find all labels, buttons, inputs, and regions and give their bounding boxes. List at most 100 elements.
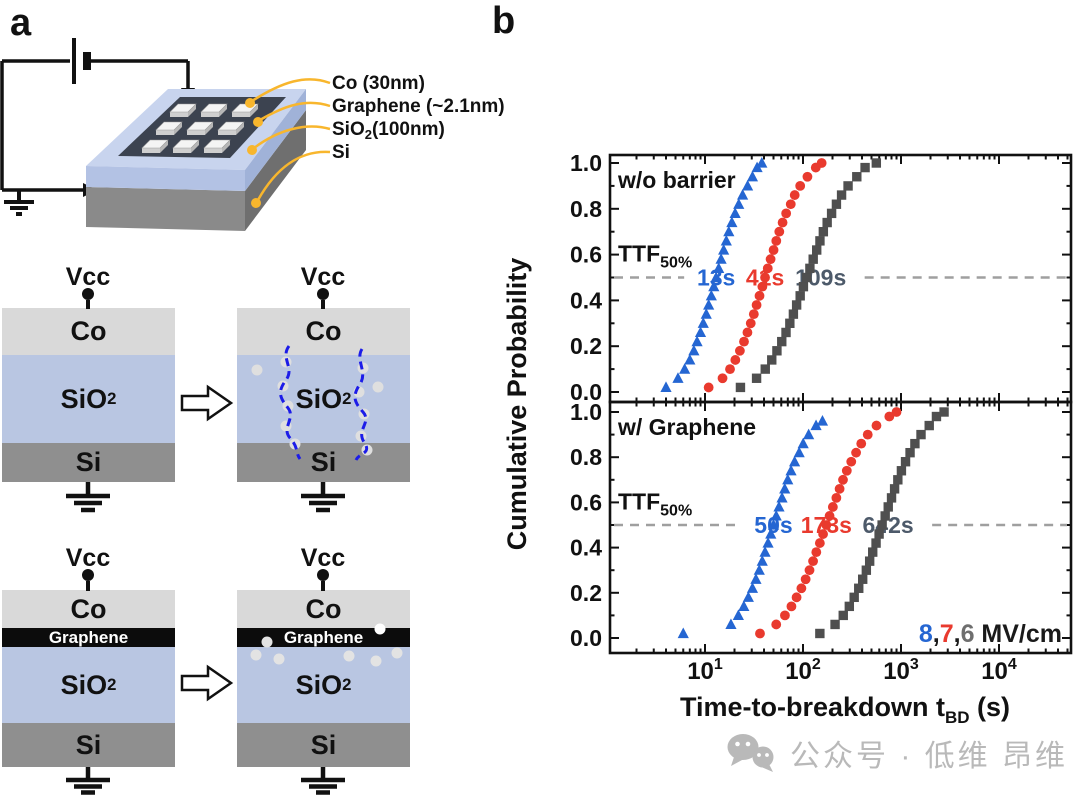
- marker-triangle: [715, 253, 727, 264]
- marker-square: [830, 619, 840, 630]
- layer-sio2: SiO 2: [237, 647, 410, 723]
- series-square-6-mv-cm: [815, 407, 949, 639]
- co-pad-array: [141, 103, 259, 153]
- layer-co-label: Co: [70, 316, 107, 346]
- marker-triangle: [713, 262, 725, 273]
- marker-triangle: [759, 546, 771, 557]
- marker-square: [836, 190, 847, 200]
- marker-triangle: [810, 419, 822, 431]
- marker-square: [874, 529, 884, 539]
- marker-circle: [795, 181, 806, 191]
- marker-circle: [768, 245, 779, 255]
- marker-square: [905, 447, 915, 458]
- marker-triangle: [725, 618, 737, 630]
- median-ttf-value: 13s: [697, 265, 735, 291]
- marker-triangle: [733, 198, 745, 209]
- marker-circle: [754, 290, 765, 301]
- watermark: 公众号 · 低维 昂维: [724, 731, 1068, 775]
- marker-square: [900, 457, 911, 467]
- marker-square: [924, 420, 934, 431]
- marker-square: [788, 309, 799, 319]
- co-pad: [200, 103, 228, 117]
- marker-triangle: [691, 335, 703, 347]
- marker-circle: [838, 474, 848, 485]
- marker-circle: [777, 217, 788, 228]
- marker-triangle: [741, 179, 754, 191]
- marker-circle: [791, 592, 802, 603]
- marker-triangle: [803, 428, 815, 440]
- series-circle-7-mv-cm: [703, 158, 827, 393]
- layer-sio2-label: SiO: [295, 383, 343, 414]
- marker-circle: [730, 355, 741, 365]
- marker-square: [822, 217, 832, 228]
- marker-square: [860, 162, 870, 173]
- marker-triangle: [660, 381, 672, 393]
- wechat-icon: [727, 734, 774, 772]
- marker-triangle: [785, 464, 797, 476]
- marker-square: [910, 438, 920, 449]
- y-axis-title: Cumulative Probability: [502, 258, 532, 551]
- cumulative-probability-charts: 0.0 0.2 0.4 0.6 0.8 1.0 13s 41s 109s w/o barrier T…: [502, 150, 1073, 727]
- ttf50-annotation: TTF50%: [618, 241, 692, 272]
- layer-co: Co: [2, 308, 175, 355]
- sio2-slab-side: [245, 89, 306, 191]
- marker-square: [871, 158, 882, 168]
- median-ttf-value: 41s: [746, 265, 784, 291]
- leader-lines: [251, 78, 331, 201]
- arrow-down-icon: [181, 88, 195, 103]
- label-sio2-100nm: SiO2(100nm): [332, 119, 445, 142]
- layer-graphene: Graphene: [2, 628, 175, 647]
- median-ttf-value: 642s: [863, 512, 914, 538]
- layer-si-label: Si: [75, 729, 102, 760]
- marker-triangle: [782, 473, 794, 485]
- layer-co: Co: [237, 308, 410, 355]
- layer-sio2-subscript: 2: [342, 675, 352, 694]
- marker-triangle: [765, 528, 777, 539]
- marker-square: [781, 327, 791, 338]
- series-triangle-8-mv-cm: [677, 415, 829, 639]
- layer-graphene-label: Graphene: [48, 627, 129, 647]
- stack-co-sio2-si-pristine: Co SiO 2 Si: [2, 308, 175, 482]
- panel-condition-label: w/ Graphene: [617, 414, 756, 440]
- marker-circle: [771, 619, 782, 630]
- x-tick-label: 103: [883, 656, 919, 685]
- leader-graphene: [259, 101, 331, 122]
- layer-sio2-label: SiO: [60, 383, 108, 414]
- leader-dot-si: [251, 198, 261, 208]
- marker-circle: [851, 447, 861, 458]
- ground-symbol: [66, 767, 110, 795]
- chart-panel-without-barrier: 0.0 0.2 0.4 0.6 0.8 1.0 13s 41s 109s w/o barrier T…: [570, 150, 1073, 405]
- leader-dot-sio2: [247, 145, 257, 155]
- marker-triangle: [750, 573, 762, 584]
- marker-circle: [891, 407, 902, 417]
- marker-triangle: [776, 491, 788, 503]
- marker-square: [795, 291, 805, 301]
- marker-square: [798, 281, 809, 292]
- layer-si: Si: [2, 723, 175, 767]
- label-sio2-main: SiO: [332, 119, 365, 140]
- marker-square: [772, 346, 782, 356]
- stack-co-graphene-sio2-si-pristine: Co Graphene SiO 2 Si: [2, 590, 175, 767]
- panel-a-label: a: [10, 2, 32, 44]
- marker-triangle: [688, 344, 700, 356]
- chart-panel-with-graphene: 0.0 0.2 0.4 0.6 0.8 1.0 50s 173s 642s w/ Graphene…: [570, 399, 1073, 655]
- stack-co-graphene-sio2-si-protected: Co Graphene SiO 2 Si: [237, 590, 410, 767]
- marker-square: [815, 236, 825, 246]
- marker-triangle: [742, 591, 754, 602]
- marker-square: [735, 382, 746, 393]
- marker-triangle: [756, 157, 768, 168]
- marker-square: [815, 628, 825, 639]
- leader-dot-graphene: [253, 117, 263, 127]
- co-pad: [203, 139, 231, 153]
- marker-square: [791, 300, 802, 310]
- arrow-right-icon: [83, 183, 97, 197]
- label-co-30nm: Co (30nm): [332, 73, 425, 94]
- marker-circle: [802, 171, 813, 182]
- y-tick-label: 0.6: [570, 242, 602, 268]
- marker-circle: [760, 272, 770, 283]
- layer-sio2: SiO 2: [237, 355, 410, 443]
- marker-triangle: [773, 500, 785, 512]
- marker-circle: [703, 382, 714, 393]
- marker-square: [939, 407, 949, 417]
- marker-circle: [827, 502, 838, 512]
